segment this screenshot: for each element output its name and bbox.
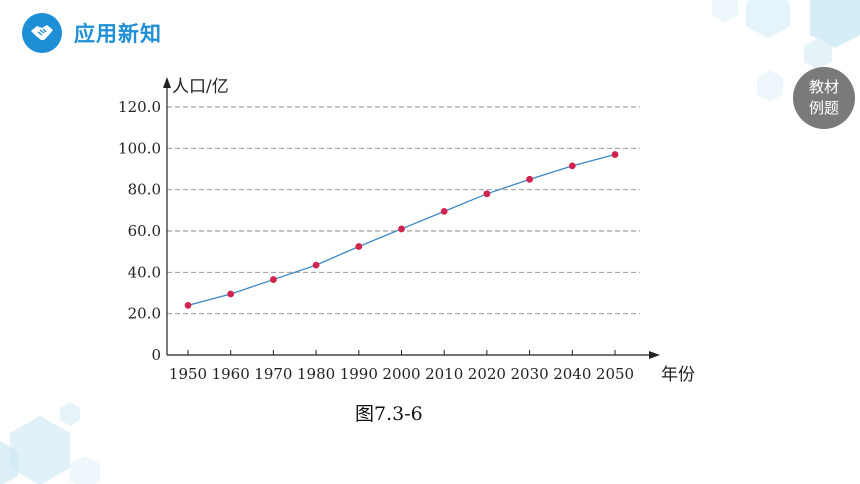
y-axis-label: 人口/亿 — [172, 77, 229, 97]
data-point — [526, 175, 533, 183]
y-tick-label: 100.0 — [118, 139, 161, 157]
x-tick-label: 2040 — [553, 365, 591, 383]
x-tick-label: 1950 — [169, 365, 207, 383]
x-tick-label: 1990 — [340, 365, 378, 383]
x-tick-label: 2000 — [382, 365, 420, 383]
data-point — [398, 225, 405, 233]
header-title: 应用新知 — [74, 22, 162, 46]
data-point — [227, 290, 235, 298]
x-tick-label: 2030 — [511, 365, 549, 383]
data-point — [568, 162, 576, 170]
x-tick-label: 2020 — [468, 365, 506, 383]
x-tick-label: 2050 — [596, 365, 634, 383]
y-tick-label: 0 — [151, 346, 161, 364]
x-axis-arrow — [649, 351, 660, 359]
x-axis-label: 年份 — [661, 365, 695, 385]
textbook-example-badge: 教材 例题 — [793, 67, 855, 129]
y-tick-label: 40.0 — [128, 263, 161, 281]
y-tick-label: 120.0 — [118, 98, 161, 116]
y-tick-label: 80.0 — [128, 181, 161, 199]
x-tick-label: 1980 — [297, 365, 335, 383]
data-point — [270, 276, 277, 283]
x-tick-label: 2010 — [425, 365, 463, 383]
data-point — [483, 190, 491, 198]
handshake-icon — [22, 13, 62, 53]
x-tick-label: 1970 — [254, 365, 292, 383]
section-header: 应用新知 — [22, 13, 162, 53]
figure-caption: 图7.3-6 — [355, 403, 423, 425]
x-tick-label: 1960 — [212, 365, 250, 383]
badge-line-2: 例题 — [808, 99, 839, 117]
y-tick-label: 60.0 — [128, 222, 161, 240]
data-point — [312, 261, 320, 269]
data-point — [611, 151, 619, 158]
y-axis-arrow — [163, 77, 171, 88]
data-point — [440, 207, 448, 215]
data-point — [355, 243, 363, 250]
badge-line-1: 教材 — [808, 78, 839, 96]
y-tick-label: 20.0 — [128, 305, 161, 323]
data-point — [184, 302, 192, 309]
